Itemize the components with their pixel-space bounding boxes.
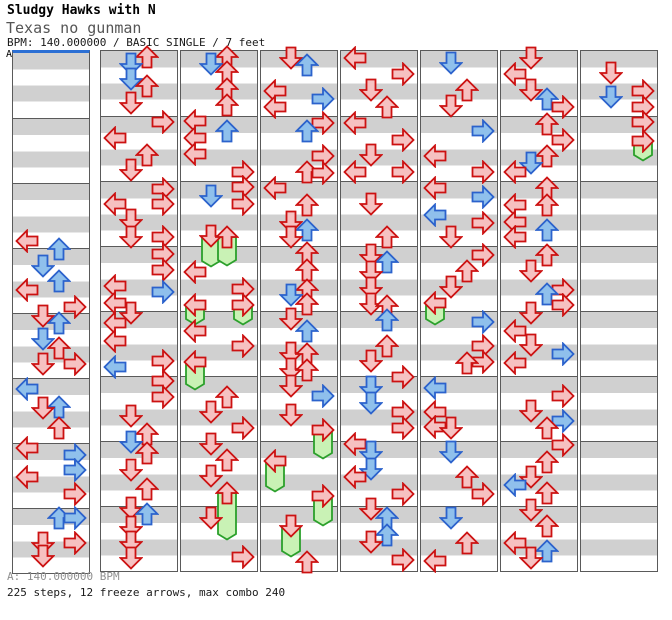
measure-block: [181, 181, 257, 246]
measure-block: [181, 441, 257, 506]
measure-block: [581, 246, 657, 311]
measure-column-4: [260, 46, 338, 574]
footer-bpm-text: A: 140.000000 BPM: [7, 570, 120, 583]
measure-block: [421, 181, 497, 246]
measure-block: [13, 183, 89, 248]
measure-block: [501, 441, 577, 506]
measure-block: [421, 246, 497, 311]
measure-block: [581, 51, 657, 116]
measure-block: [13, 443, 89, 508]
measure-block: [181, 506, 257, 571]
measure-block: [501, 246, 577, 311]
measure-block: [13, 248, 89, 313]
measure-block: [101, 116, 177, 181]
measure-block: [501, 51, 577, 116]
measure-block: [581, 376, 657, 441]
measure-block: [261, 506, 337, 571]
measure-block: [261, 441, 337, 506]
measure-block: [581, 441, 657, 506]
measure-block: [181, 311, 257, 376]
measure-block: [261, 311, 337, 376]
measure-block: [101, 311, 177, 376]
measure-block: [501, 376, 577, 441]
measure-block: [13, 313, 89, 378]
measure-block: [101, 376, 177, 441]
measure-block: [101, 246, 177, 311]
measure-block: [341, 181, 417, 246]
measure-block: [341, 246, 417, 311]
measure-block: [101, 51, 177, 116]
measure-block: [341, 51, 417, 116]
measure-block: [13, 378, 89, 443]
measure-block: [261, 376, 337, 441]
measure-block: [101, 441, 177, 506]
measure-block: [261, 246, 337, 311]
measure-block: [421, 506, 497, 571]
measure-block: [13, 53, 89, 118]
measure-block: [341, 441, 417, 506]
measure-block: [261, 116, 337, 181]
song-artist: Sludgy Hawks with N: [7, 3, 156, 18]
measure-block: [181, 116, 257, 181]
measure-block: [421, 441, 497, 506]
measure-column-1: [12, 50, 90, 574]
measure-block: [261, 51, 337, 116]
measure-block: [501, 506, 577, 571]
measure-block: [181, 246, 257, 311]
measure-block: [341, 116, 417, 181]
measure-block: [501, 116, 577, 181]
measure-column-8: [580, 50, 658, 572]
measure-block: [181, 376, 257, 441]
measure-block: [101, 181, 177, 246]
measure-block: [581, 311, 657, 376]
measure-block: [581, 116, 657, 181]
measure-block: [181, 51, 257, 116]
measure-block: [261, 181, 337, 246]
measure-column-6: [420, 50, 498, 573]
measure-column-7: [500, 46, 578, 572]
measure-block: [341, 506, 417, 571]
measure-block: [341, 311, 417, 376]
measure-block: [501, 311, 577, 376]
measure-block: [581, 181, 657, 246]
measure-block: [13, 508, 89, 573]
measure-column-3: [180, 45, 258, 572]
measure-block: [421, 116, 497, 181]
bpm-difficulty-line: BPM: 140.000000 / BASIC SINGLE / 7 feet: [7, 36, 266, 49]
measure-block: [13, 118, 89, 183]
measure-block: [421, 51, 497, 116]
song-title: Texas no gunman: [6, 19, 142, 37]
measure-block: [341, 376, 417, 441]
section-marker-label: A: [6, 49, 13, 60]
measure-block: [421, 376, 497, 441]
measure-block: [101, 506, 177, 571]
measure-column-5: [340, 46, 418, 572]
measure-block: [581, 506, 657, 571]
measure-column-2: [100, 45, 178, 572]
footer-stats-text: 225 steps, 12 freeze arrows, max combo 2…: [7, 586, 286, 599]
measure-block: [501, 181, 577, 246]
measure-block: [421, 311, 497, 376]
